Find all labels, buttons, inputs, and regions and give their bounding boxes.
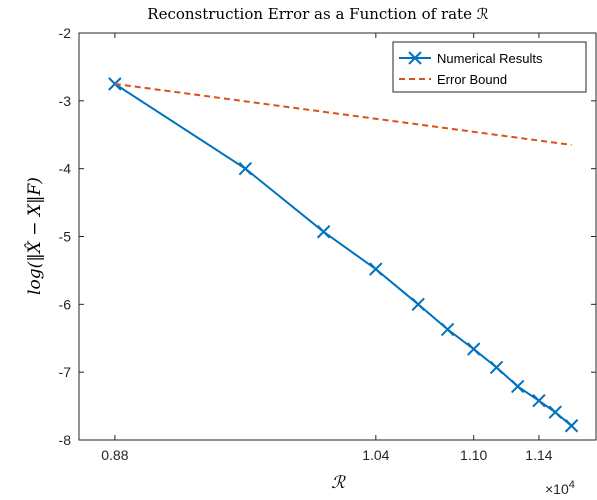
- y-axis-label: log(‖X̂ − X‖F): [25, 177, 45, 295]
- legend-label: Numerical Results: [437, 51, 543, 66]
- y-tick-label: -5: [59, 229, 72, 245]
- y-tick-label: -3: [59, 93, 72, 109]
- y-tick-label: -2: [59, 25, 72, 41]
- chart-title: Reconstruction Error as a Function of ra…: [147, 5, 488, 23]
- x-exponent-label: ×104: [545, 479, 575, 497]
- series-line-1: [114, 82, 572, 146]
- plot-frame: [78, 32, 597, 441]
- data-point: [511, 379, 525, 394]
- data-point: [489, 360, 504, 375]
- x-tick-label: 1.10: [460, 447, 487, 463]
- data-point: [466, 342, 481, 356]
- legend-label: Error Bound: [437, 72, 507, 87]
- data-point: [108, 77, 122, 91]
- data-point: [411, 297, 425, 312]
- y-tick-label: -4: [59, 161, 72, 177]
- data-point: [548, 405, 562, 419]
- legend-box: [392, 41, 587, 93]
- x-exponent-power: 4: [569, 479, 575, 491]
- x-tick-label: 1.14: [525, 447, 552, 463]
- data-point: [316, 225, 331, 239]
- data-point: [564, 419, 579, 433]
- y-tick-label: -8: [59, 432, 72, 448]
- y-tick-label: -7: [59, 364, 72, 380]
- x-tick-label: 1.04: [362, 447, 389, 463]
- legend: Numerical Results Error Bound: [392, 41, 587, 93]
- x-axis-label: ℛ: [331, 473, 346, 493]
- y-tick-label: -6: [59, 296, 72, 312]
- plot-area: -2 -3 -4 -5 -6 -7 -8 0.88 1.04 1.10 1.14: [59, 25, 597, 463]
- data-point: [238, 161, 253, 176]
- data-point: [369, 262, 383, 276]
- legend-marker: [408, 51, 422, 65]
- data-point: [440, 322, 455, 337]
- x-tick-label: 0.88: [101, 447, 128, 463]
- data-point: [532, 393, 546, 408]
